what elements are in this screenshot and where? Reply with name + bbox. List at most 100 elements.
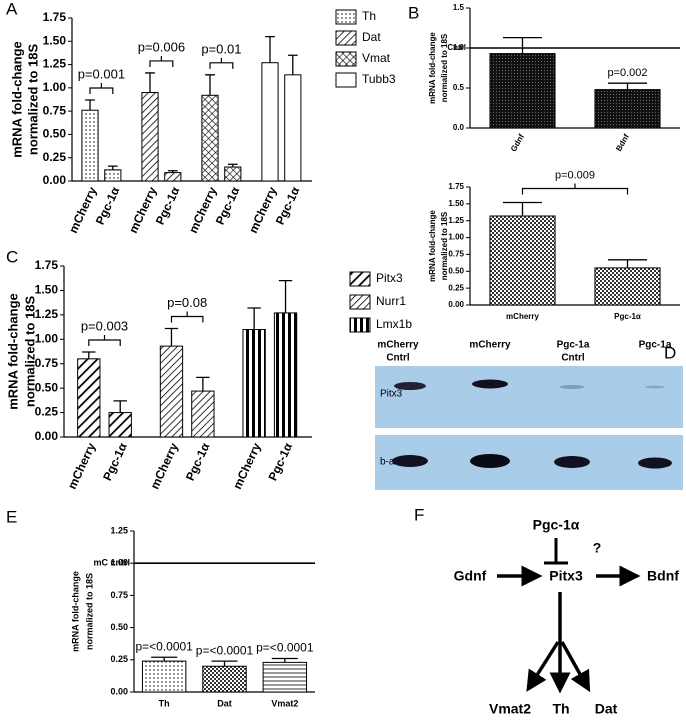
y-tick-label: 1.25 xyxy=(35,307,59,321)
x-tick-label: mCherry xyxy=(230,440,264,491)
panel-letter: F xyxy=(414,505,424,524)
error-bar xyxy=(278,280,293,313)
y-axis-label: mRNA fold-change xyxy=(5,293,20,410)
y-tick-label: 1.00 xyxy=(110,558,128,568)
legend-swatch xyxy=(349,317,371,333)
legend-label: Lmx1b xyxy=(376,317,412,331)
bracket xyxy=(521,183,629,195)
y-tick-label: 0.25 xyxy=(43,150,67,164)
x-tick-label: mCherry xyxy=(65,440,99,491)
node: Bdnf xyxy=(647,568,679,584)
row-label: Pitx3 xyxy=(380,389,403,400)
bar xyxy=(489,53,556,129)
y-tick-label: 1.5 xyxy=(453,3,465,12)
legend-swatch xyxy=(335,30,357,46)
bar xyxy=(77,358,101,438)
p-value: p=0.009 xyxy=(555,169,595,181)
bar xyxy=(224,166,242,182)
bar xyxy=(164,172,182,182)
y-tick-label: 0.75 xyxy=(35,356,59,370)
bracket xyxy=(170,311,204,323)
y-tick-label: 1.75 xyxy=(35,258,59,272)
y-axis-label: mRNA fold-change xyxy=(428,32,437,104)
y-tick-label: 1.75 xyxy=(448,182,464,191)
p-value: p=0.006 xyxy=(138,39,185,54)
reference-label: Cntrl xyxy=(447,43,466,52)
y-tick-label: 0.75 xyxy=(448,250,464,259)
y-tick-label: 1.25 xyxy=(448,216,464,225)
y-tick-label: 1.25 xyxy=(43,57,67,71)
bar xyxy=(594,89,661,129)
y-axis-label: normalized to 18S xyxy=(84,573,94,650)
blot-strip xyxy=(375,366,683,428)
error-bar xyxy=(502,36,543,54)
x-tick-label: Pgc-1α xyxy=(266,440,296,483)
western-blot: mCherry Cntrl mCherry Pgc-1a Cntrl Pgc-1… xyxy=(375,340,683,490)
y-tick-label: 0.0 xyxy=(453,123,465,132)
y-axis-label: mRNA fold-change xyxy=(70,571,80,652)
y-tick-label: 0.25 xyxy=(35,405,59,419)
legend-swatch xyxy=(335,51,357,67)
y-axis-label: normalized to 18S xyxy=(440,33,449,102)
p-value: p=0.01 xyxy=(201,41,241,56)
x-tick-label: mCherry xyxy=(66,184,100,235)
legend-swatch xyxy=(335,9,357,25)
legend-label: Vmat xyxy=(362,51,391,65)
y-tick-label: 0.50 xyxy=(43,127,67,141)
error-bar xyxy=(151,656,178,662)
x-tick-label: mCherry xyxy=(126,184,160,235)
p-value: p=0.002 xyxy=(607,67,647,79)
legend-label: Pitx3 xyxy=(376,271,403,285)
lane-label: mCherry xyxy=(469,340,511,351)
bracket xyxy=(149,55,174,67)
p-value: p=<0.0001 xyxy=(196,643,254,657)
arrow xyxy=(560,641,591,693)
error-bar xyxy=(247,307,261,330)
y-axis-label: normalized to 18S xyxy=(22,296,37,408)
x-tick-label: mCherry xyxy=(246,184,280,235)
bar xyxy=(273,312,298,438)
error-bar xyxy=(85,99,95,111)
y-tick-label: 0.00 xyxy=(448,300,464,309)
p-value: p=<0.0001 xyxy=(256,641,314,655)
y-tick-label: 0.50 xyxy=(448,266,464,275)
node: Th xyxy=(552,701,569,717)
legend-swatch xyxy=(349,271,371,287)
lane-label: Pgc-1a xyxy=(639,340,672,351)
error-bar xyxy=(607,82,648,90)
lane-label: mCherry xyxy=(377,340,419,351)
bar xyxy=(594,267,661,306)
chart: 0.0 0.5 1.0 1.5 mRNA fold-change normalized t… xyxy=(428,3,680,153)
band xyxy=(470,454,510,468)
error-bar xyxy=(607,259,648,268)
y-tick-label: 1.75 xyxy=(43,10,67,24)
node: Pitx3 xyxy=(549,568,583,584)
error-bar xyxy=(196,376,210,392)
band xyxy=(638,457,672,469)
bracket xyxy=(209,57,234,69)
node: Gdnf xyxy=(454,568,487,584)
band xyxy=(392,455,428,467)
error-bar xyxy=(205,74,215,96)
node: Dat xyxy=(595,701,618,717)
panel-letters: A B C D E F xyxy=(6,0,676,526)
bar xyxy=(141,92,159,182)
y-tick-label: 1.50 xyxy=(448,199,464,208)
legend-label: Nurr1 xyxy=(376,294,406,308)
y-tick-label: 1.00 xyxy=(35,331,59,345)
y-tick-label: 0.5 xyxy=(453,83,465,92)
y-tick-label: 0.00 xyxy=(43,173,67,187)
error-bar xyxy=(287,54,298,75)
panel-letter: E xyxy=(6,507,17,526)
y-tick-label: 0.50 xyxy=(35,380,59,394)
lane-label: Cntrl xyxy=(561,353,585,364)
bar xyxy=(159,345,184,438)
bar xyxy=(191,390,215,438)
bar xyxy=(242,329,266,438)
y-tick-label: 1.00 xyxy=(448,233,464,242)
bar xyxy=(262,661,308,693)
x-tick-label: Pgc-1α xyxy=(183,440,213,483)
node: Vmat2 xyxy=(489,701,531,717)
error-bar xyxy=(265,35,275,63)
